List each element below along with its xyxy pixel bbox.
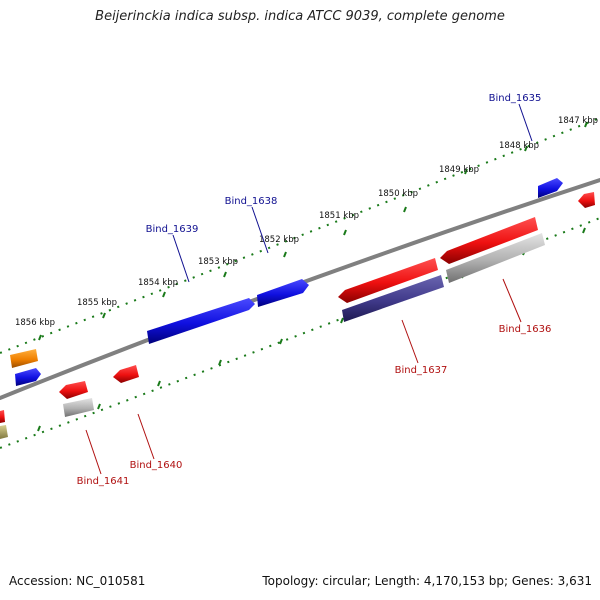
genome-summary: Topology: circular; Length: 4,170,153 bp…	[262, 574, 592, 588]
reverse-label-leaders	[85, 278, 522, 475]
scale-label: 1856 kbp	[15, 318, 55, 328]
map-title: Beijerinckia indica subsp. indica ATCC 9…	[95, 9, 505, 24]
scale-label: 1854 kbp	[138, 278, 178, 288]
scale-label: 1848 kbp	[499, 141, 539, 151]
scale-label: 1847 kbp	[558, 116, 598, 126]
gene-bind-1635[interactable]	[538, 178, 563, 198]
gene-bind-1641[interactable]	[59, 381, 88, 399]
gene-label-bind-1638[interactable]: Bind_1638	[225, 196, 278, 207]
outer-tick-track	[0, 117, 600, 354]
forward-label-leaders	[172, 103, 533, 283]
gene-bind-1636[interactable]	[440, 217, 538, 264]
gene-label-bind-1639[interactable]: Bind_1639	[146, 224, 199, 235]
gene-label-bind-1635[interactable]: Bind_1635	[489, 93, 542, 104]
gene-feature[interactable]	[0, 425, 8, 439]
gene-bind-1641-pseudo[interactable]	[63, 398, 94, 417]
scale-label: 1850 kbp	[378, 189, 418, 199]
gene-feature[interactable]	[15, 368, 41, 386]
gene-bind-1637[interactable]	[338, 258, 438, 303]
gene-bind-1638[interactable]	[257, 279, 309, 307]
outer-major-ticks	[38, 121, 588, 341]
gene-label-bind-1637[interactable]: Bind_1637	[395, 365, 448, 376]
gene-bind-1640[interactable]	[113, 365, 139, 383]
gene-feature[interactable]	[0, 410, 5, 423]
gene-bind-1637-feature[interactable]	[342, 275, 444, 322]
scale-label: 1855 kbp	[77, 298, 117, 308]
gene-feature[interactable]	[10, 349, 38, 368]
scale-label: 1853 kbp	[198, 257, 238, 267]
scale-label: 1851 kbp	[319, 211, 359, 221]
gene-label-bind-1640[interactable]: Bind_1640	[130, 460, 183, 471]
scale-label: 1852 kbp	[259, 235, 299, 245]
gene-bind-1639[interactable]	[147, 298, 255, 344]
gene-label-bind-1636[interactable]: Bind_1636	[499, 324, 552, 335]
gene-label-bind-1641[interactable]: Bind_1641	[77, 476, 130, 487]
gene-bind-1636-pseudo[interactable]	[446, 233, 545, 283]
scale-label: 1849 kbp	[439, 165, 479, 175]
gene-feature[interactable]	[578, 192, 595, 208]
accession-label: Accession: NC_010581	[9, 574, 146, 588]
